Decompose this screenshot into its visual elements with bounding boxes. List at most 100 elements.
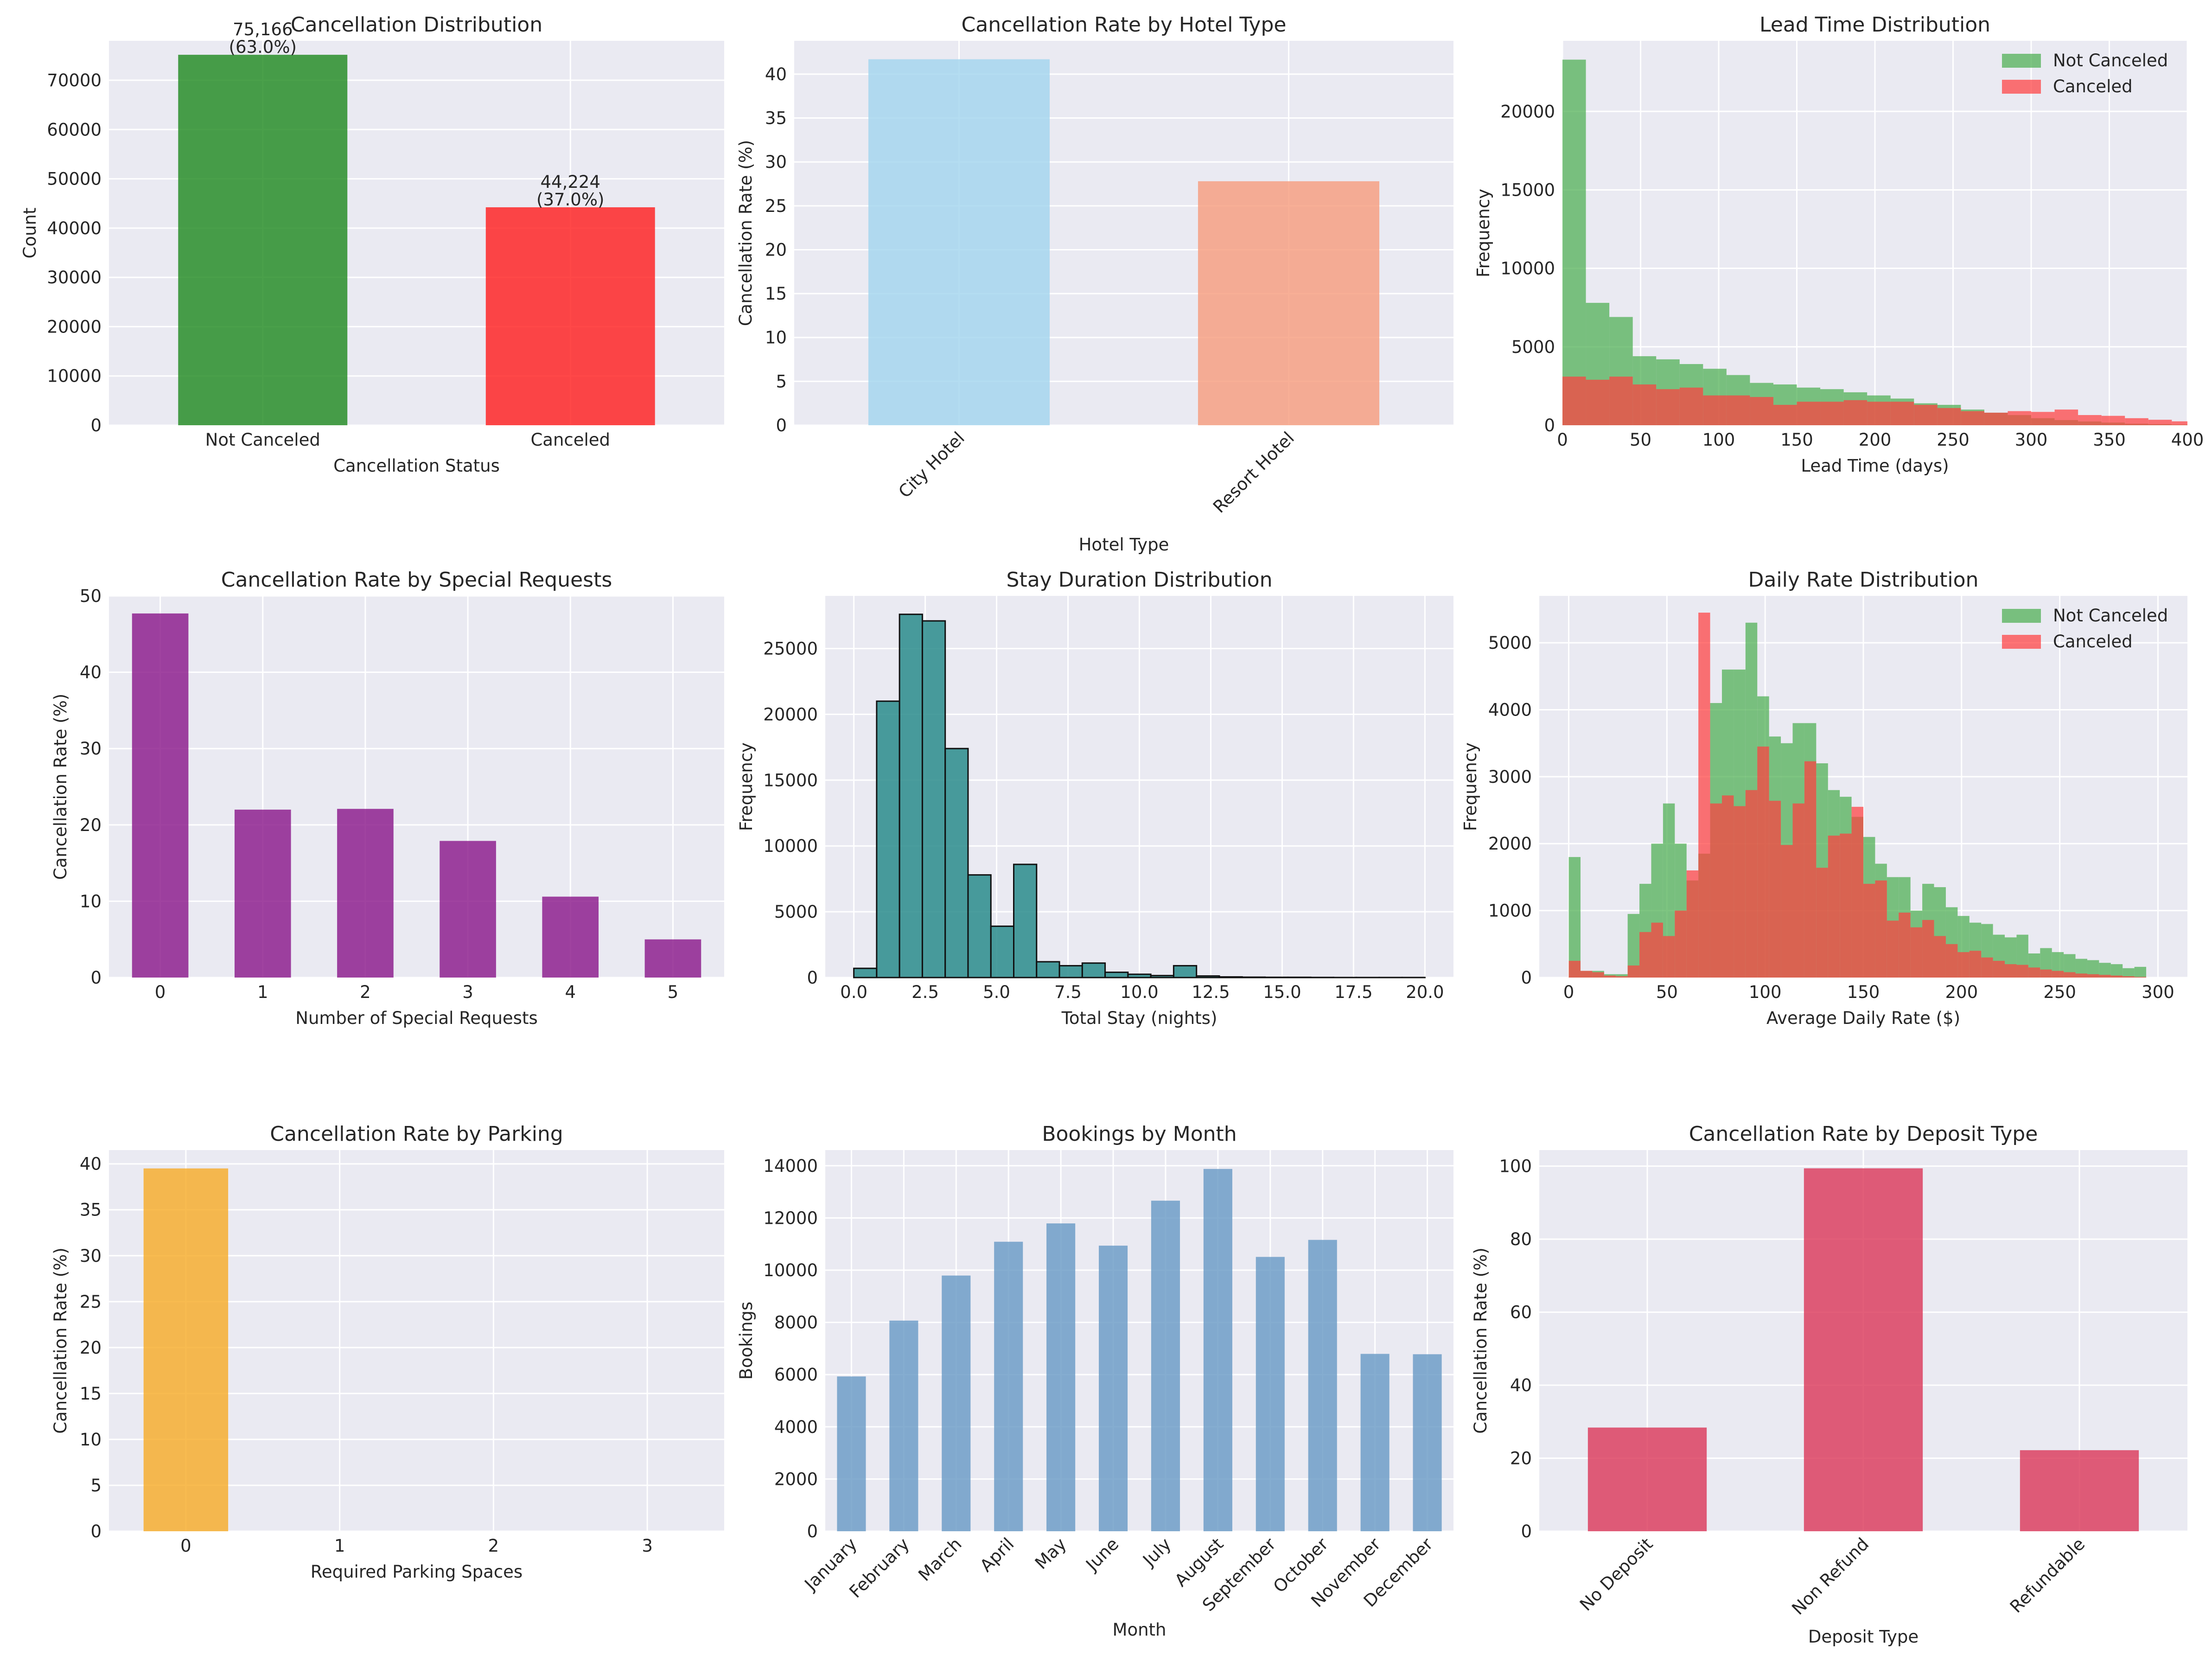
bar bbox=[337, 809, 394, 978]
y-tick-label: 50 bbox=[80, 586, 102, 606]
chart-title: Stay Duration Distribution bbox=[1007, 568, 1273, 592]
hist-bin bbox=[1562, 377, 1586, 425]
chart-title: Cancellation Rate by Special Requests bbox=[221, 568, 612, 592]
y-tick-label: 30000 bbox=[47, 268, 102, 288]
y-axis-label: Frequency bbox=[736, 742, 756, 831]
x-axis-label: Required Parking Spaces bbox=[311, 1562, 523, 1582]
hist-bin bbox=[1899, 912, 1911, 978]
hist-bin bbox=[1663, 936, 1675, 978]
hist-bin bbox=[1632, 384, 1657, 425]
y-tick-label: 4000 bbox=[774, 1417, 818, 1437]
x-tick-label: 0 bbox=[180, 1536, 191, 1556]
bar bbox=[994, 1241, 1023, 1531]
y-tick-label: 40 bbox=[765, 64, 787, 84]
hist-bin bbox=[1568, 857, 1581, 978]
bar bbox=[234, 809, 291, 978]
y-tick-label: 80 bbox=[1510, 1229, 1532, 1249]
hist-bin bbox=[2031, 412, 2055, 425]
y-axis-label: Frequency bbox=[1473, 189, 1493, 277]
bar bbox=[440, 841, 496, 978]
y-tick-label: 25 bbox=[80, 1292, 102, 1312]
hist-bin bbox=[1639, 932, 1651, 978]
x-tick-label: 100 bbox=[1749, 982, 1782, 1002]
x-tick-label: 5.0 bbox=[983, 982, 1010, 1002]
x-tick-label: Resort Hotel bbox=[1209, 428, 1298, 517]
hist-bin bbox=[2005, 964, 2017, 978]
y-tick-label: 0 bbox=[90, 1522, 102, 1541]
hist-bin bbox=[1656, 389, 1680, 425]
hist-bin bbox=[2123, 968, 2135, 978]
y-tick-label: 5000 bbox=[1511, 337, 1555, 357]
hist-bin bbox=[1804, 761, 1817, 978]
hist-bin bbox=[1013, 863, 1038, 978]
hist-bin bbox=[2016, 965, 2028, 978]
bar bbox=[1256, 1257, 1285, 1531]
y-tick-label: 20000 bbox=[763, 704, 818, 724]
plot-area bbox=[825, 1150, 1453, 1531]
chart-panel-8: 02000400060008000100001200014000JanuaryF… bbox=[736, 1122, 1453, 1640]
y-tick-label: 10000 bbox=[47, 366, 102, 386]
hist-bin bbox=[1616, 974, 1628, 978]
y-tick-label: 12000 bbox=[763, 1208, 818, 1228]
bar bbox=[485, 207, 655, 425]
x-tick-label: No Deposit bbox=[1576, 1534, 1657, 1615]
x-tick-label: 250 bbox=[1937, 430, 1970, 450]
plot-area bbox=[109, 596, 724, 978]
y-tick-label: 40 bbox=[80, 1154, 102, 1174]
chart-title: Lead Time Distribution bbox=[1759, 13, 1990, 37]
bar bbox=[1804, 1168, 1923, 1531]
x-tick-label: 15.0 bbox=[1263, 982, 1301, 1002]
hist-bin bbox=[1914, 405, 1938, 425]
chart-title: Cancellation Rate by Parking bbox=[270, 1122, 563, 1146]
y-tick-label: 40000 bbox=[47, 218, 102, 238]
bar bbox=[1308, 1240, 1337, 1531]
y-tick-label: 60 bbox=[1510, 1303, 1532, 1323]
hist-bin bbox=[2078, 415, 2102, 425]
y-axis-label: Cancellation Rate (%) bbox=[51, 694, 70, 880]
hist-bin bbox=[1797, 402, 1821, 425]
hist-bin bbox=[1726, 395, 1750, 425]
x-tick-label: 20.0 bbox=[1406, 982, 1444, 1002]
y-tick-label: 2000 bbox=[774, 1469, 818, 1489]
hist-bin bbox=[1863, 883, 1875, 978]
y-tick-label: 10000 bbox=[1500, 259, 1555, 279]
hist-bin bbox=[1843, 400, 1868, 425]
x-tick-label: Not Canceled bbox=[205, 430, 320, 450]
hist-bin bbox=[1218, 976, 1243, 978]
hist-bin bbox=[1969, 951, 1982, 978]
hist-bin bbox=[1710, 803, 1722, 978]
x-tick-label: 3 bbox=[462, 982, 473, 1002]
hist-bin bbox=[1698, 613, 1710, 978]
y-tick-label: 35 bbox=[80, 1200, 102, 1220]
hist-bin bbox=[1781, 845, 1793, 978]
y-tick-label: 15000 bbox=[1500, 180, 1555, 200]
hist-bin bbox=[1686, 870, 1699, 978]
x-axis-label: Total Stay (nights) bbox=[1061, 1008, 1218, 1028]
hist-bin bbox=[1840, 833, 1852, 978]
legend-label: Not Canceled bbox=[2053, 51, 2168, 70]
bar bbox=[2020, 1450, 2139, 1531]
hist-bin bbox=[1651, 922, 1663, 978]
hist-bin bbox=[1945, 944, 1958, 978]
x-tick-label: 1 bbox=[334, 1536, 345, 1556]
legend-swatch bbox=[2002, 635, 2041, 649]
x-tick-label: 5 bbox=[668, 982, 679, 1002]
hist-bin bbox=[1675, 910, 1687, 978]
legend-label: Not Canceled bbox=[2053, 606, 2168, 626]
hist-bin bbox=[1196, 975, 1220, 978]
hist-bin bbox=[1816, 868, 1828, 978]
x-tick-label: 300 bbox=[2015, 430, 2048, 450]
chart-panel-4: 0 10 20 30 40 50 0 1 2 3 4 5 Number of Special Reque… bbox=[51, 568, 724, 1028]
hist-bin bbox=[1609, 377, 1633, 425]
y-tick-label: 14000 bbox=[763, 1156, 818, 1176]
x-tick-label: 0.0 bbox=[840, 982, 867, 1002]
x-axis-label: Lead Time (days) bbox=[1801, 456, 1949, 476]
y-tick-label: 0 bbox=[90, 416, 102, 435]
hist-bin bbox=[1173, 965, 1198, 978]
legend-swatch bbox=[2002, 54, 2041, 68]
y-tick-label: 0 bbox=[90, 968, 102, 988]
hist-bin bbox=[876, 700, 900, 978]
x-tick-label: Non Refund bbox=[1788, 1534, 1873, 1619]
x-tick-label: 4 bbox=[565, 982, 576, 1002]
